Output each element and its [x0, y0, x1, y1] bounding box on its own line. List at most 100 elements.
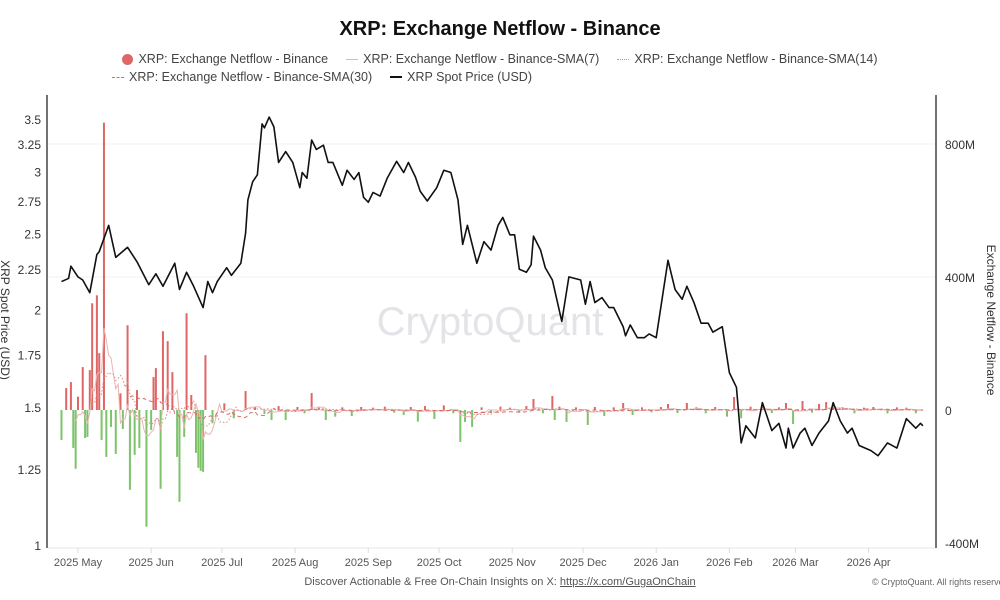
netflow-bar-negative: [553, 410, 556, 420]
legend-label: XRP: Exchange Netflow - Binance-SMA(7): [363, 52, 600, 66]
netflow-bar-negative: [565, 410, 568, 422]
netflow-bar-negative: [138, 410, 141, 448]
chart-title: XRP: Exchange Netflow - Binance: [339, 18, 661, 40]
netflow-bar-positive: [102, 122, 105, 410]
netflow-bar-positive: [296, 407, 299, 410]
netflow-bar-negative: [650, 410, 653, 413]
netflow-bar-negative: [284, 410, 287, 420]
left-tick-label: 2.5: [24, 227, 41, 241]
netflow-bar-positive: [558, 406, 561, 410]
netflow-bar-positive: [714, 407, 717, 410]
netflow-bar-positive: [622, 403, 625, 410]
netflow-bar-negative: [490, 410, 492, 413]
right-axis-label: Exchange Netflow - Binance: [984, 245, 998, 396]
netflow-bar-negative: [110, 410, 113, 427]
netflow-bar-positive: [126, 325, 129, 410]
copyright: © CryptoQuant. All rights reserved: [872, 577, 1000, 587]
left-tick-label: 1.75: [18, 349, 42, 363]
netflow-bar-positive: [154, 368, 157, 410]
netflow-bar-negative: [159, 410, 162, 489]
left-tick-label: 3.5: [24, 113, 41, 127]
netflow-bar-negative: [810, 410, 813, 413]
netflow-bar-positive: [409, 407, 412, 410]
netflow-bar-positive: [872, 407, 875, 410]
netflow-bar-positive: [801, 401, 804, 410]
netflow-bar-negative: [726, 410, 728, 417]
netflow-bar-negative: [197, 410, 200, 468]
netflow-bar-positive: [895, 407, 898, 410]
netflow-bar-positive: [310, 393, 313, 410]
netflow-bar-negative: [150, 410, 153, 430]
netflow-bar-negative: [853, 410, 856, 414]
netflow-bar-positive: [532, 399, 535, 410]
x-tick-label: 2026 Apr: [847, 557, 891, 569]
netflow-bar-positive: [360, 407, 363, 410]
x-tick-label: 2025 Aug: [272, 557, 319, 569]
legend-item-sma30[interactable]: XRP: Exchange Netflow - Binance-SMA(30): [112, 70, 372, 84]
left-tick-label: 2.75: [18, 195, 42, 209]
x-tick-label: 2025 Jul: [201, 557, 243, 569]
legend-row-2: XRP: Exchange Netflow - Binance-SMA(30) …: [0, 70, 1000, 84]
price-line: [61, 116, 924, 457]
netflow-bar-negative: [303, 410, 306, 414]
netflow-bar-negative: [270, 410, 273, 420]
x-tick-label: 2025 Sep: [345, 557, 392, 569]
right-tick-label: -400M: [945, 537, 979, 551]
left-tick-label: 1: [34, 539, 41, 553]
right-tick-label: 0: [945, 404, 952, 418]
netflow-bar-negative: [128, 410, 131, 490]
legend-item-price[interactable]: XRP Spot Price (USD): [390, 70, 532, 84]
netflow-bar-positive: [77, 396, 79, 410]
legend-label: XRP Spot Price (USD): [407, 70, 532, 84]
legend-item-sma14[interactable]: XRP: Exchange Netflow - Binance-SMA(14): [617, 52, 878, 66]
x-tick-label: 2026 Mar: [772, 557, 819, 569]
netflow-bar-negative: [84, 410, 87, 438]
sma-lines: [75, 327, 923, 440]
left-tick-label: 3.25: [18, 138, 42, 152]
left-axis-label: XRP Spot Price (USD): [0, 260, 12, 380]
netflow-bar-positive: [818, 404, 821, 410]
netflow-bar-positive: [593, 407, 596, 410]
netflow-bar-negative: [133, 410, 136, 455]
netflow-bar-negative: [199, 410, 202, 471]
netflow-bar-positive: [244, 391, 247, 410]
netflow-bar-positive: [499, 406, 502, 410]
netflow-bar-negative: [178, 410, 181, 502]
footer-link[interactable]: https://x.com/GugaOnChain: [559, 576, 696, 588]
left-tick-label: 1.25: [18, 463, 42, 477]
netflow-bar-positive: [733, 397, 736, 410]
netflow-bar-negative: [393, 410, 396, 413]
netflow-bar-positive: [442, 405, 445, 410]
legend-item-sma7[interactable]: XRP: Exchange Netflow - Binance-SMA(7): [346, 52, 599, 66]
netflow-bar-positive: [95, 295, 98, 410]
legend-item-netflow[interactable]: XRP: Exchange Netflow - Binance: [122, 52, 328, 66]
legend-label: XRP: Exchange Netflow - Binance-SMA(30): [129, 70, 373, 84]
netflow-bar-negative: [334, 410, 337, 417]
netflow-bar-positive: [65, 388, 68, 410]
netflow-bar-negative: [452, 410, 455, 414]
x-tick-label: 2025 Nov: [489, 557, 537, 569]
axes: -400M 0 400M 800M 1 1.25 1.5 1.75 2 2.25 2.5 2.75 3 3…: [18, 95, 979, 569]
x-tick-label: 2025 Dec: [559, 557, 607, 569]
netflow-bar-positive: [91, 303, 94, 410]
legend-dashed-line-icon: [112, 76, 124, 78]
netflow-bar-negative: [886, 410, 889, 414]
netflow-bar-negative: [72, 410, 75, 448]
netflow-bar-positive: [612, 407, 615, 410]
netflow-bar-positive: [525, 406, 528, 410]
netflow-bar-negative: [145, 410, 148, 527]
netflow-bar-positive: [667, 404, 669, 410]
netflow-bar-positive: [749, 406, 752, 410]
netflow-bar-negative: [202, 410, 205, 472]
legend-label: XRP: Exchange Netflow - Binance-SMA(14): [634, 52, 878, 66]
netflow-bar-negative: [464, 410, 467, 422]
x-tick-label: 2025 May: [54, 557, 103, 569]
netflow-bar-positive: [152, 377, 155, 410]
netflow-bar-positive: [277, 406, 280, 410]
sma-14-line: [91, 371, 923, 431]
netflow-bar-negative: [114, 410, 117, 454]
footer-text: Discover Actionable & Free On-Chain Insi…: [304, 576, 560, 588]
netflow-bar-negative: [792, 410, 795, 424]
netflow-bar-negative: [586, 410, 589, 425]
